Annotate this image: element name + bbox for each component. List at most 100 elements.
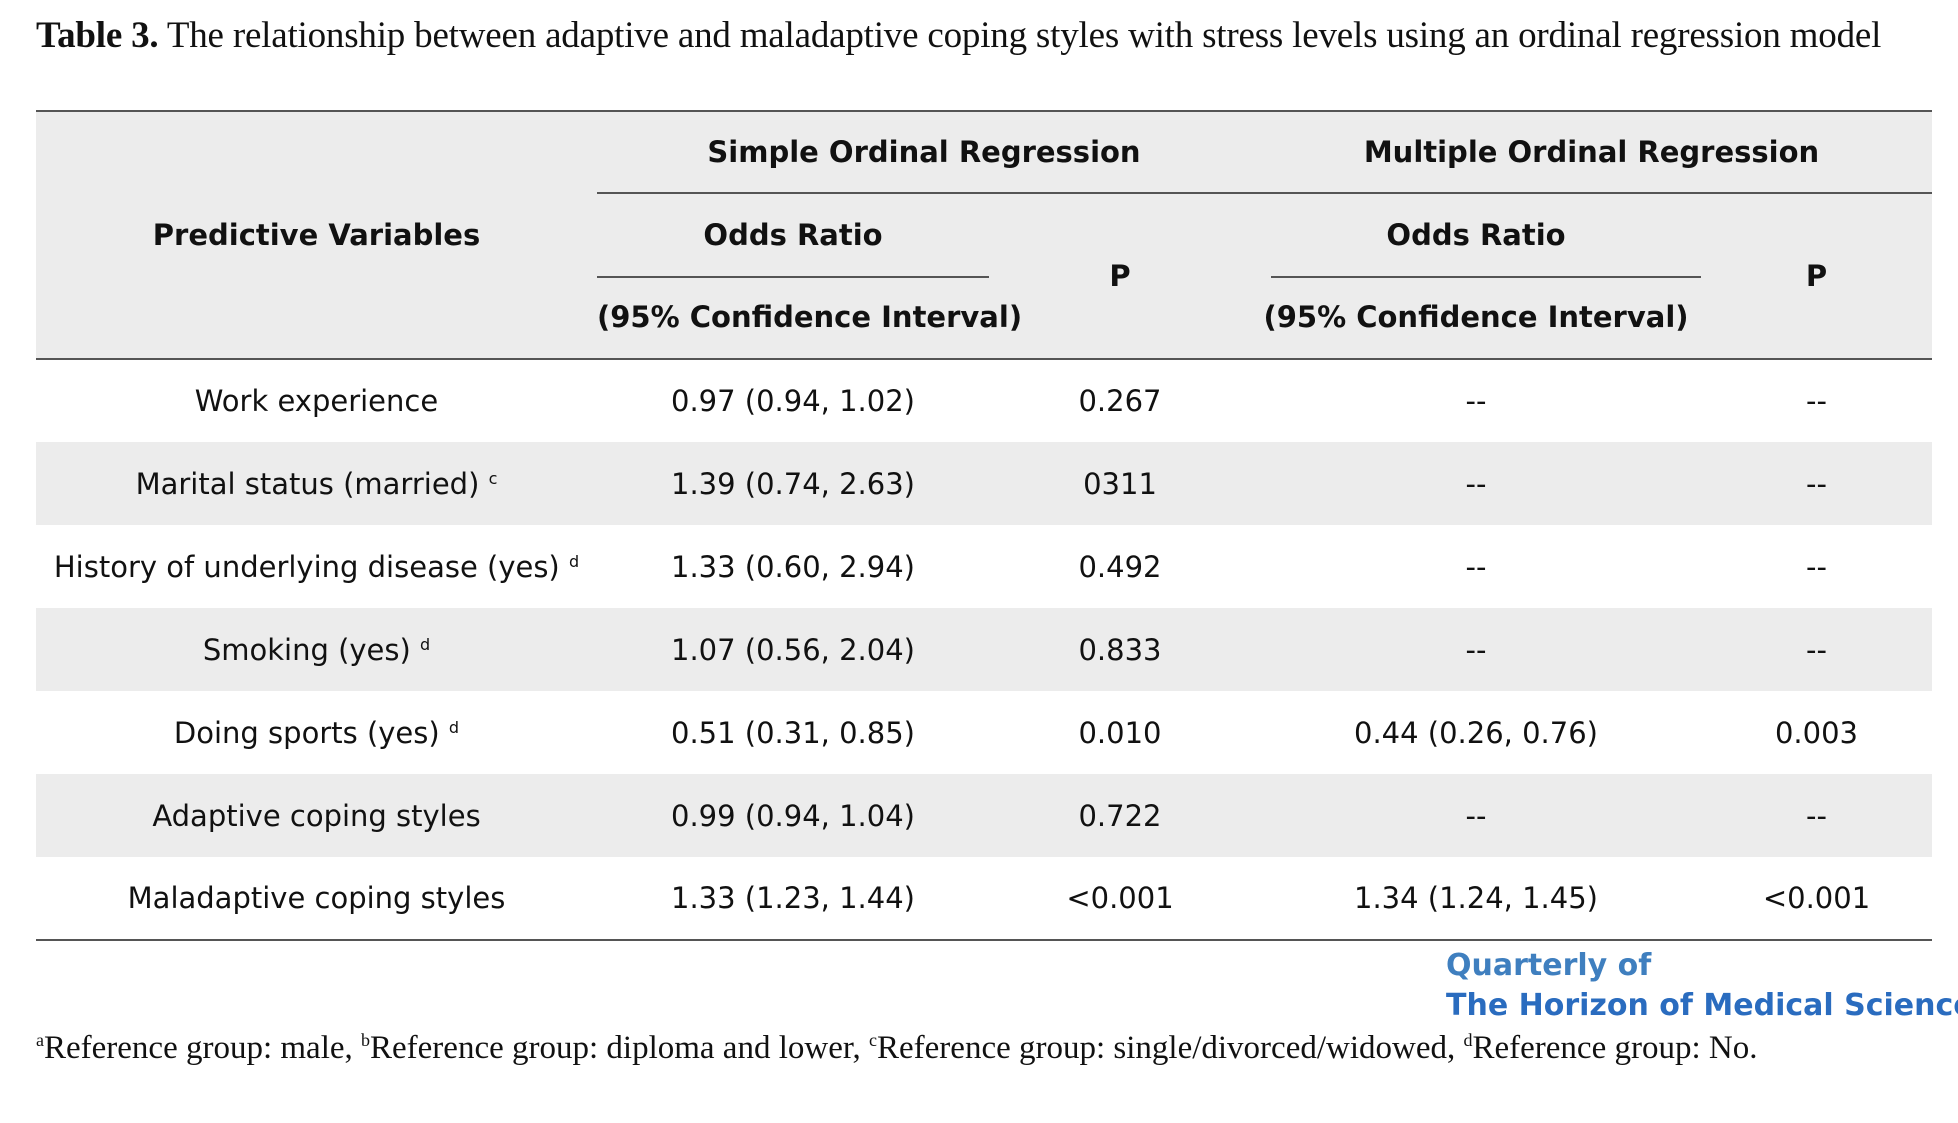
multiple-odds-ratio-cell-text: -- [1465, 384, 1487, 418]
header-simple-p: P [989, 192, 1251, 359]
footnote-sup-d: d [1463, 1030, 1473, 1050]
header-simple-ordinal-regression: Simple Ordinal Regression [597, 110, 1251, 193]
multiple-odds-ratio-cell-text: -- [1465, 549, 1487, 584]
variable-cell-text: Doing sports (yes) [173, 715, 449, 750]
table-caption-label: Table 3. [36, 15, 159, 56]
multiple-odds-ratio-cell-text: -- [1465, 798, 1487, 833]
simple-odds-ratio-cell-text: 1.07 (0.56, 2.04) [671, 632, 915, 667]
multiple-p-cell-text: -- [1806, 549, 1827, 584]
variable-cell-text: Work experience [194, 384, 439, 418]
regression-table: Predictive Variables Simple Ordinal Regr… [36, 110, 1933, 941]
journal-watermark-logo: Quarterly of The Horizon of Medical Scie… [1446, 946, 1958, 1026]
simple-p-cell-text: 0.010 [1078, 715, 1162, 750]
multiple-p-cell: -- [1701, 525, 1932, 608]
table-row: Maladaptive coping styles 1.33 (1.23, 1.4… [36, 857, 1933, 941]
footnote-sup-c: c [869, 1030, 878, 1050]
multiple-p-cell-text: -- [1806, 632, 1827, 667]
watermark-line-2: The Horizon of Medical Sciences [1446, 988, 1958, 1023]
simple-odds-ratio-cell-text: 1.39 (0.74, 2.63) [671, 466, 915, 501]
multiple-odds-ratio-cell-text: 0.44 (0.26, 0.76) [1354, 715, 1598, 750]
variable-cell: History of underlying disease (yes) d [36, 525, 597, 608]
variable-cell: Work experience [36, 359, 597, 442]
header-simple-odds-ratio-label: Odds Ratio [703, 218, 883, 252]
simple-p-cell: 0.492 [989, 525, 1251, 608]
multiple-p-cell: -- [1701, 774, 1933, 857]
header-simple-ci-label: (95% Confidence Interval) [597, 300, 1023, 334]
multiple-p-cell: 0.003 [1701, 691, 1932, 774]
simple-p-cell-text: 0.833 [1078, 632, 1162, 667]
simple-odds-ratio-cell: 1.39 (0.74, 2.63) [597, 442, 989, 525]
header-predictive-variables: Predictive Variables [36, 110, 597, 359]
multiple-p-cell-text: 0.003 [1774, 715, 1859, 750]
simple-p-cell-text: 0.492 [1078, 549, 1162, 584]
footnote-c: Reference group: single/divorced/widowed… [877, 1030, 1464, 1066]
multiple-p-cell-text: -- [1806, 798, 1827, 833]
simple-odds-ratio-cell: 1.33 (0.60, 2.94) [597, 525, 989, 608]
simple-odds-ratio-cell-text: 0.99 (0.94, 1.04) [671, 798, 915, 833]
multiple-p-cell: <0.001 [1701, 857, 1933, 941]
multiple-odds-ratio-cell: -- [1251, 442, 1701, 525]
table-caption: Table 3. The relationship between adapti… [36, 14, 1881, 57]
simple-p-cell: 0.267 [989, 359, 1251, 442]
simple-p-cell: 0311 [989, 442, 1251, 525]
simple-p-cell-text: <0.001 [1066, 881, 1174, 915]
header-multiple-ci-label: (95% Confidence Interval) [1263, 300, 1689, 334]
header-simple-ci: (95% Confidence Interval) [597, 276, 1022, 359]
multiple-p-cell-text: -- [1806, 466, 1827, 501]
reference-superscript: d [448, 717, 460, 737]
variable-cell: Marital status (married) c [36, 442, 597, 525]
table-body: Work experience 0.97 (0.94, 1.02) 0.267 -- -… [36, 359, 1933, 941]
footnote-a: Reference group: male, [44, 1030, 362, 1066]
multiple-p-cell-text: <0.001 [1762, 881, 1871, 915]
header-multiple-odds-ratio-label: Odds Ratio [1386, 218, 1566, 252]
header-multiple-ordinal-regression: Multiple Ordinal Regression [1251, 110, 1933, 193]
reference-superscript: d [568, 551, 580, 571]
watermark-line-1: Quarterly of [1446, 948, 1652, 983]
header-simple-odds-ratio: Odds Ratio [597, 192, 989, 276]
multiple-p-cell: -- [1701, 608, 1933, 691]
variable-cell: Adaptive coping styles [36, 774, 597, 857]
odds-ratio-rule-simple [597, 276, 989, 278]
simple-odds-ratio-cell: 0.51 (0.31, 0.85) [597, 691, 989, 774]
multiple-odds-ratio-cell: -- [1251, 359, 1701, 442]
header-multiple-odds-ratio: Odds Ratio [1251, 192, 1701, 276]
variable-cell-text: Maladaptive coping styles [127, 881, 506, 915]
multiple-p-cell-text: -- [1806, 384, 1827, 418]
multiple-odds-ratio-cell: -- [1251, 774, 1701, 857]
simple-p-cell: 0.833 [989, 608, 1251, 691]
multiple-odds-ratio-cell: -- [1251, 525, 1701, 608]
footnote-sup-a: a [36, 1030, 44, 1050]
variable-cell-text: Marital status (married) [135, 466, 489, 501]
odds-ratio-rule-multiple [1271, 276, 1701, 278]
footnote-b: Reference group: diploma and lower, [370, 1030, 870, 1066]
simple-p-cell-text: 0.722 [1078, 798, 1162, 833]
multiple-odds-ratio-cell: -- [1251, 608, 1701, 691]
variable-cell-text: Smoking (yes) [202, 632, 421, 667]
multiple-odds-ratio-cell: 1.34 (1.24, 1.45) [1251, 857, 1701, 941]
simple-odds-ratio-cell: 0.99 (0.94, 1.04) [597, 774, 989, 857]
multiple-odds-ratio-cell: 0.44 (0.26, 0.76) [1251, 691, 1701, 774]
variable-cell: Smoking (yes) d [36, 608, 597, 691]
table-row: Smoking (yes) d 1.07 (0.56, 2.04) 0.833 -- -… [36, 608, 1933, 691]
table-row: Marital status (married) c 1.39 (0.74, 2.… [36, 442, 1933, 525]
variable-cell-text: Adaptive coping styles [152, 798, 481, 833]
simple-p-cell: 0.010 [989, 691, 1251, 774]
reference-superscript: c [488, 468, 498, 488]
simple-p-cell-text: 0.267 [1078, 384, 1162, 418]
variable-cell: Maladaptive coping styles [36, 857, 597, 941]
reference-superscript: d [420, 634, 431, 654]
table-caption-text: The relationship between adaptive and ma… [158, 15, 1882, 56]
simple-p-cell-text: 0311 [1083, 466, 1157, 501]
multiple-p-cell: -- [1701, 442, 1933, 525]
table-row: History of underlying disease (yes) d 1.3… [36, 525, 1932, 608]
multiple-p-cell: -- [1701, 359, 1932, 442]
multiple-odds-ratio-cell-text: 1.34 (1.24, 1.45) [1354, 881, 1598, 915]
table-row: Doing sports (yes) d 0.51 (0.31, 0.85) 0.0… [36, 691, 1932, 774]
variable-cell-text: History of underlying disease (yes) [53, 549, 569, 584]
multiple-odds-ratio-cell-text: -- [1465, 632, 1487, 667]
footnote-d: Reference group: No. [1472, 1030, 1758, 1066]
table-footnote: aReference group: male, bReference group… [36, 1030, 1757, 1067]
simple-odds-ratio-cell-text: 1.33 (1.23, 1.44) [671, 881, 915, 915]
table-row: Adaptive coping styles 0.99 (0.94, 1.04) 0… [36, 774, 1933, 857]
simple-p-cell: <0.001 [989, 857, 1251, 941]
